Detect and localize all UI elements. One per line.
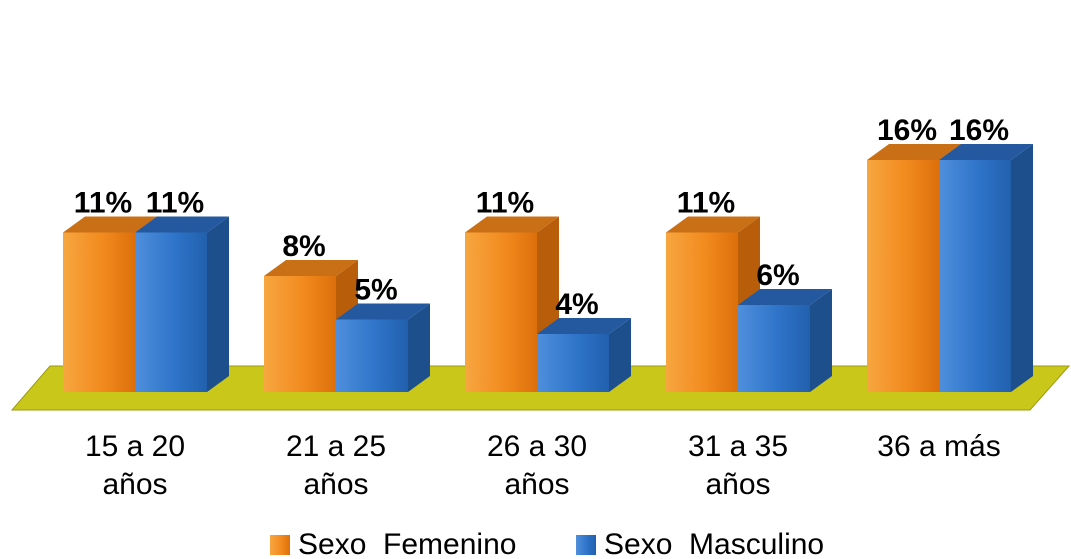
bar-front-face — [465, 232, 537, 392]
data-label: 4% — [555, 288, 598, 321]
bar-side-face — [1011, 144, 1033, 392]
bar-front-face — [666, 232, 738, 392]
category-label: 36 a más — [877, 430, 1000, 463]
bar-front-face — [135, 232, 207, 392]
bar-top-face — [264, 260, 358, 276]
bar-top-face — [738, 289, 832, 305]
data-label: 8% — [282, 230, 325, 263]
bar-top-face — [537, 318, 631, 334]
bar-front-face — [939, 160, 1011, 392]
data-label: 6% — [756, 259, 799, 292]
bar-top-face — [135, 216, 229, 233]
bar-top-face — [336, 303, 430, 320]
data-label: 5% — [354, 274, 397, 307]
data-label: 11% — [677, 187, 735, 220]
bar-masculino-5 — [939, 144, 1033, 392]
bar-side-face — [810, 289, 832, 392]
legend-item-femenino: Sexo Femenino — [270, 528, 516, 559]
bar-front-face — [264, 276, 336, 392]
bar-front-face — [867, 160, 939, 392]
category-label: 31 a 35 — [688, 430, 788, 463]
bar-top-face — [939, 144, 1033, 160]
legend-label: Sexo Masculino — [604, 528, 824, 559]
bars-layer — [63, 144, 1033, 392]
category-labels-layer: 15 a 20 años 21 a 25 años 26 a 30 años 31 a 35… — [85, 430, 1001, 501]
bar-masculino-2 — [336, 303, 430, 392]
legend-swatch — [270, 535, 290, 555]
category-label: años — [504, 468, 569, 501]
category-label: años — [102, 468, 167, 501]
legend-item-masculino: Sexo Masculino — [576, 528, 824, 559]
category-label: 21 a 25 — [286, 430, 386, 463]
bar-top-face — [867, 144, 961, 160]
bar-masculino-4 — [738, 289, 832, 392]
data-label: 11% — [146, 187, 204, 220]
bar-side-face — [207, 216, 229, 392]
data-label: 16% — [877, 114, 937, 147]
bar-masculino-3 — [537, 318, 631, 392]
bar-front-face — [63, 232, 135, 392]
legend: Sexo Femenino Sexo Masculino — [270, 528, 824, 559]
bar-top-face — [666, 216, 760, 233]
bar-femenino-2 — [264, 260, 358, 392]
bar-top-face — [63, 216, 157, 233]
legend-swatch — [576, 535, 596, 555]
legend-label: Sexo Femenino — [298, 528, 516, 559]
bar-top-face — [465, 216, 559, 233]
category-label: 15 a 20 — [85, 430, 185, 463]
category-label: años — [303, 468, 368, 501]
bar-masculino-1 — [135, 216, 229, 392]
bar-side-face — [408, 303, 430, 392]
bar-front-face — [738, 305, 810, 392]
bar-front-face — [537, 334, 609, 392]
category-label: años — [705, 468, 770, 501]
category-label: 26 a 30 — [487, 430, 587, 463]
data-labels-layer: 11% 11% 8% 5% 11% 4% 11% 6% 16% 16% — [74, 114, 1009, 321]
data-label: 11% — [476, 187, 534, 220]
bar-front-face — [336, 319, 408, 392]
data-label: 11% — [74, 187, 132, 220]
bar-side-face — [609, 318, 631, 392]
data-label: 16% — [949, 114, 1009, 147]
